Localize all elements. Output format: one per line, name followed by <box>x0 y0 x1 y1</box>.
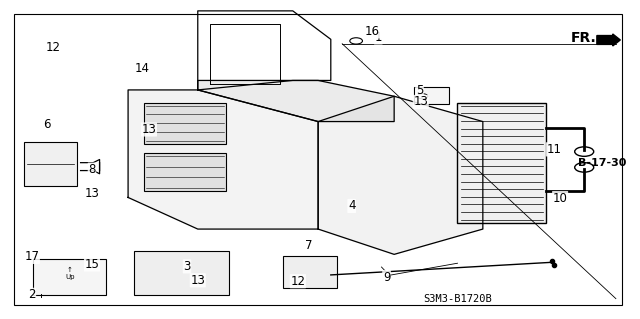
Text: 9: 9 <box>383 271 390 284</box>
FancyBboxPatch shape <box>144 153 227 191</box>
Text: 6: 6 <box>44 118 51 130</box>
Text: 10: 10 <box>553 192 568 204</box>
Text: 14: 14 <box>134 62 150 75</box>
Text: 16: 16 <box>364 25 380 38</box>
Text: 5: 5 <box>416 84 423 97</box>
FancyArrow shape <box>597 34 620 46</box>
Text: 13: 13 <box>190 274 205 287</box>
Polygon shape <box>198 80 394 122</box>
Text: ↑
Up: ↑ Up <box>65 267 74 280</box>
Text: 13: 13 <box>84 187 99 200</box>
Text: 11: 11 <box>547 143 561 156</box>
FancyBboxPatch shape <box>134 251 230 295</box>
Text: 13: 13 <box>413 95 428 108</box>
Text: 13: 13 <box>141 123 156 136</box>
FancyBboxPatch shape <box>24 142 77 186</box>
Text: 2: 2 <box>28 288 36 301</box>
Text: 15: 15 <box>84 258 99 271</box>
Text: B-17-30: B-17-30 <box>578 158 626 168</box>
Text: 17: 17 <box>24 250 39 263</box>
FancyBboxPatch shape <box>415 87 449 104</box>
FancyBboxPatch shape <box>33 259 106 295</box>
Text: 3: 3 <box>183 260 191 273</box>
Polygon shape <box>318 96 483 254</box>
FancyBboxPatch shape <box>284 256 337 287</box>
Text: 8: 8 <box>88 163 95 176</box>
Polygon shape <box>128 90 318 229</box>
Text: 7: 7 <box>305 239 312 252</box>
Text: 12: 12 <box>46 41 61 54</box>
Text: 4: 4 <box>348 199 355 212</box>
Bar <box>458 103 546 223</box>
FancyBboxPatch shape <box>144 103 227 144</box>
Text: FR.: FR. <box>570 31 596 45</box>
Text: S3M3-B1720B: S3M3-B1720B <box>423 294 492 304</box>
Text: 12: 12 <box>291 275 305 288</box>
Text: 1: 1 <box>374 31 382 44</box>
